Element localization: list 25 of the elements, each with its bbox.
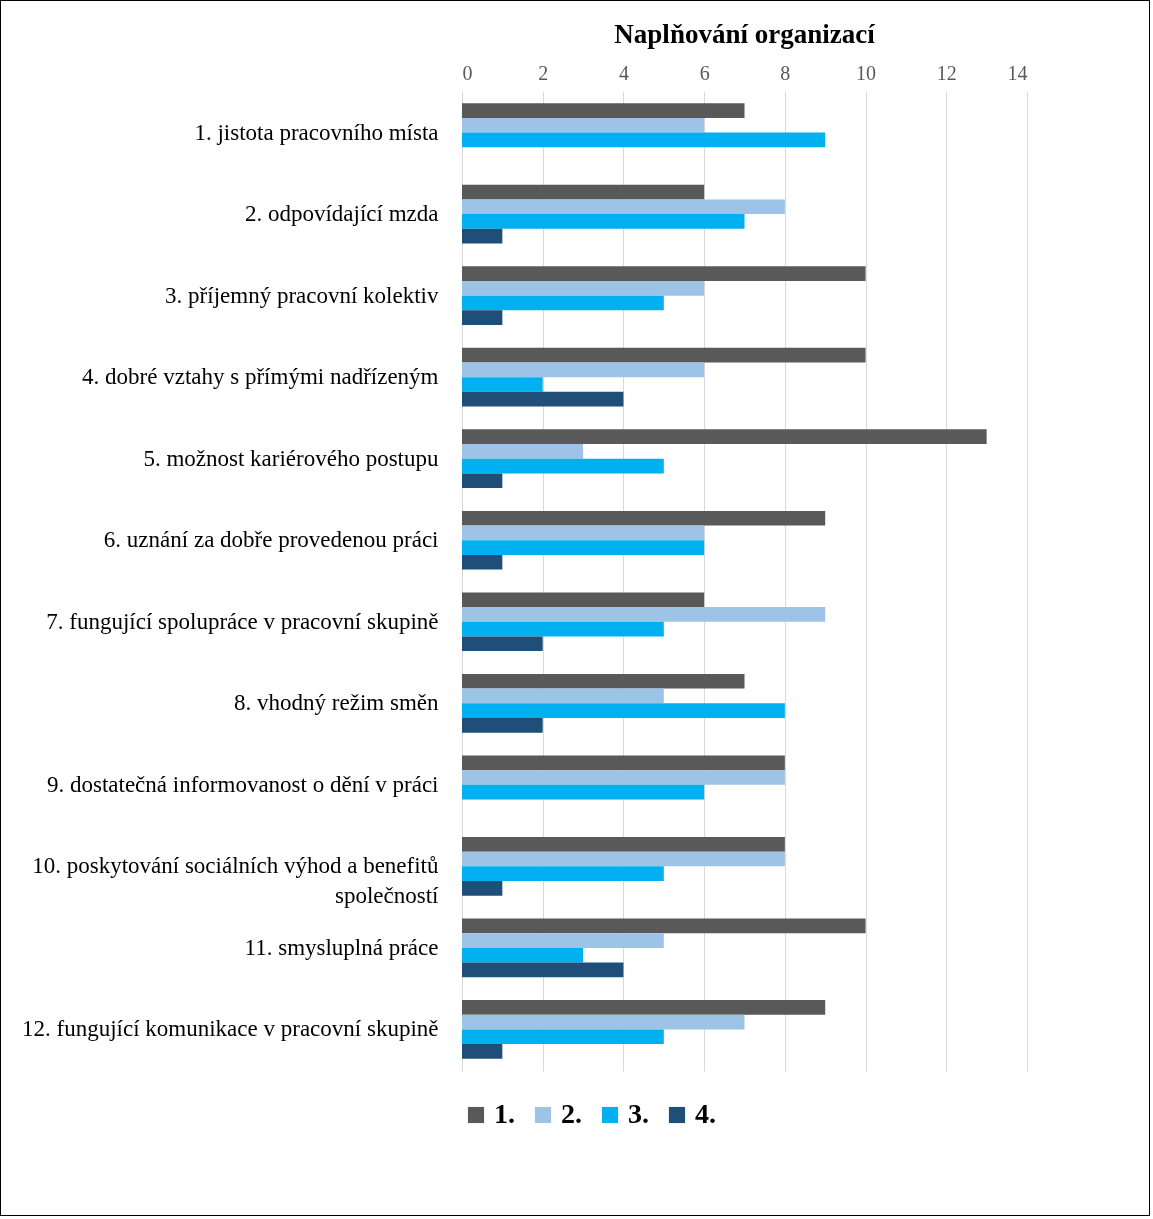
- y-tick-label: 12. fungující komunikace v pracovní skupině: [22, 1016, 439, 1042]
- x-tick-label: 14: [1007, 61, 1028, 84]
- y-tick-label: 4. dobré vztahy s přímými nadřízeným: [82, 364, 439, 390]
- legend-label: 2.: [561, 1098, 582, 1129]
- y-tick-label: 11. smysluplná práce: [244, 934, 439, 960]
- y-tick-label: 3. příjemný pracovní kolektiv: [165, 282, 439, 308]
- y-tick-label: 6. uznání za dobře provedenou práci: [103, 527, 439, 553]
- x-tick-label: 4: [618, 61, 629, 84]
- x-tick-label: 12: [936, 61, 957, 84]
- y-tick-label: 8. vhodný režim směn: [234, 690, 439, 716]
- y-tick-label: 2. odpovídající mzda: [244, 201, 439, 227]
- x-tick-label: 10: [856, 61, 877, 84]
- x-tick-label: 8: [780, 61, 791, 84]
- legend-label: 3.: [628, 1098, 649, 1129]
- y-tick-label: 1. jistota pracovního místa: [194, 119, 439, 145]
- x-tick-label: 6: [699, 61, 710, 84]
- legend-label: 4.: [695, 1098, 716, 1129]
- x-tick-label: 2: [538, 61, 549, 84]
- x-tick-label: 0: [462, 61, 473, 84]
- chart-title: Naplňování organizací: [614, 19, 876, 49]
- legend-label: 1.: [494, 1098, 515, 1129]
- y-tick-label: 7. fungující spolupráce v pracovní skupině: [46, 608, 439, 634]
- y-tick-label: 10. poskytování sociálních výhod a benefitů společností: [32, 853, 440, 909]
- y-tick-label: 5. možnost kariérového postupu: [143, 445, 439, 471]
- y-tick-label: 9. dostatečná informovanost o dění v práci: [46, 771, 439, 797]
